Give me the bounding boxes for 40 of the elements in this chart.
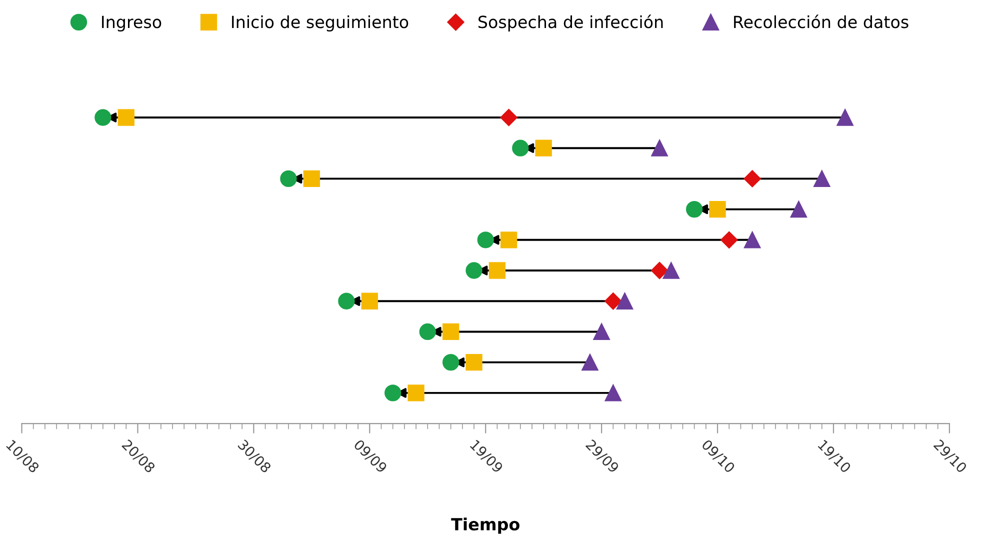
point bbox=[836, 109, 854, 126]
point bbox=[686, 200, 703, 218]
point bbox=[535, 140, 552, 156]
legend-label: Ingreso bbox=[102, 16, 162, 32]
point bbox=[616, 292, 634, 310]
point bbox=[488, 262, 506, 279]
point bbox=[582, 354, 598, 371]
point bbox=[650, 262, 668, 280]
point bbox=[604, 384, 622, 402]
point bbox=[338, 292, 355, 310]
point bbox=[442, 354, 460, 371]
legend-label: Sospecha de infección bbox=[478, 14, 663, 32]
point bbox=[662, 262, 680, 279]
point bbox=[744, 232, 761, 248]
point bbox=[419, 323, 436, 340]
legend-label: Recolección de datos bbox=[734, 14, 908, 28]
x-axis-title: Tiempo bbox=[451, 518, 520, 534]
point bbox=[466, 262, 482, 279]
point bbox=[94, 109, 112, 126]
point bbox=[477, 232, 494, 248]
point bbox=[118, 109, 134, 126]
point bbox=[361, 292, 378, 310]
point bbox=[651, 140, 668, 156]
point bbox=[500, 232, 518, 248]
point bbox=[814, 170, 830, 188]
point bbox=[500, 108, 518, 126]
point bbox=[604, 292, 622, 310]
point bbox=[744, 170, 761, 188]
point bbox=[466, 354, 482, 371]
point bbox=[408, 384, 424, 402]
legend-label: Inicio de seguimiento bbox=[232, 15, 408, 32]
point bbox=[280, 170, 297, 188]
point bbox=[512, 140, 529, 156]
point bbox=[593, 323, 610, 340]
point bbox=[720, 231, 738, 248]
point bbox=[790, 200, 808, 218]
point bbox=[442, 323, 460, 340]
point bbox=[709, 200, 726, 218]
point bbox=[384, 384, 402, 402]
point bbox=[303, 170, 320, 188]
